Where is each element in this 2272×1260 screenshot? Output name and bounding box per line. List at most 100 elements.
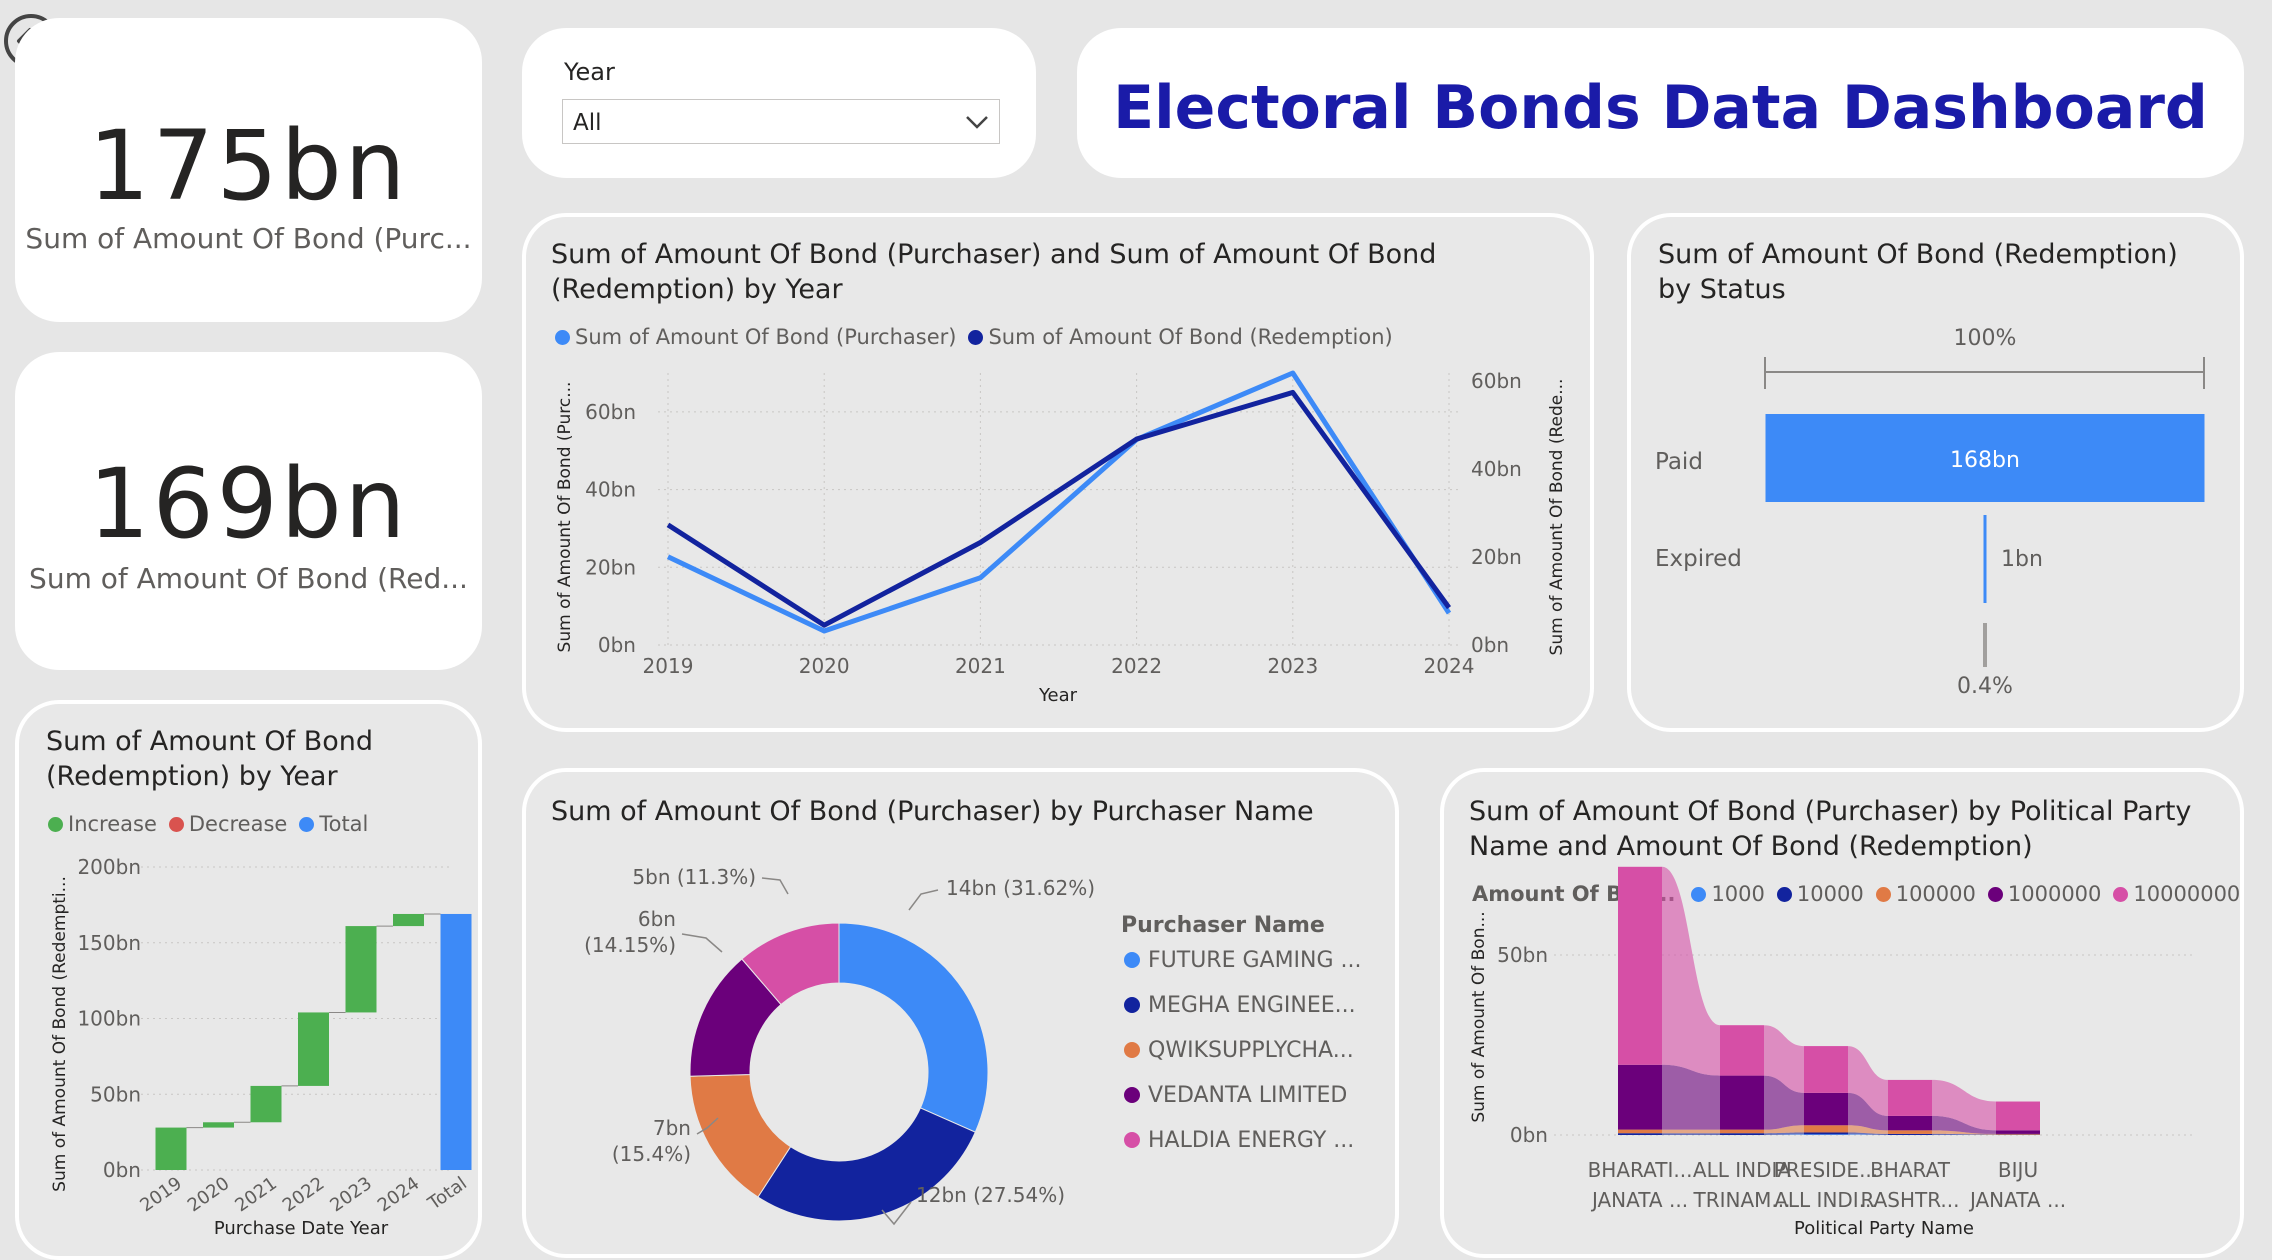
ribbon-bar-4-100000 [1996, 1134, 2040, 1135]
ribbon-bar-2-100000 [1804, 1125, 1848, 1132]
label-leader-line [682, 934, 722, 952]
legend-dot [1124, 1087, 1140, 1103]
x-tick-label: 2021 [231, 1173, 281, 1216]
y-tick-label-left: 60bn [585, 400, 636, 424]
ribbon-bar-3-10000000 [1888, 1080, 1932, 1116]
slice-label-haldia: 5bn (11.3%) [632, 865, 756, 889]
y-tick-label: 100bn [77, 1007, 141, 1031]
x-tick-label: JANATA ... [1590, 1188, 1688, 1212]
x-tick-label: 2024 [374, 1173, 424, 1216]
year-slicer-label: Year [564, 58, 615, 86]
bottom-percent-label: 0.4% [1957, 674, 2013, 699]
legend-dot [1124, 997, 1140, 1013]
slice-label-qwik-value: 7bn [653, 1116, 691, 1140]
waterfall-bar-2021 [251, 1086, 282, 1122]
x-tick-label: 2019 [643, 654, 694, 678]
expired-category-label: Expired [1655, 546, 1742, 572]
legend-label-4: HALDIA ENERGY ... [1148, 1128, 1354, 1153]
ribbon-bar-1-1000000 [1720, 1076, 1764, 1130]
slice-label-qwik-pct: (15.4%) [612, 1142, 691, 1166]
ribbon-bar-2-1000 [1804, 1134, 1848, 1135]
label-leader-line [909, 890, 938, 910]
paid-value-label: 168bn [1950, 448, 2020, 473]
x-tick-label: 2023 [1267, 654, 1318, 678]
status-chart-card: Sum of Amount Of Bond (Redemption) by St… [1627, 213, 2244, 732]
waterfall-chart: 0bn50bn100bn150bn200bn201920202021202220… [19, 704, 478, 1256]
donut-legend-title: Purchaser Name [1121, 913, 1325, 938]
top-percent-label: 100% [1954, 326, 2017, 351]
x-tick-label: 2019 [136, 1173, 186, 1216]
ribbon-chart-card: Sum of Amount Of Bond (Purchaser) by Pol… [1440, 768, 2244, 1258]
year-slicer-dropdown[interactable]: All [562, 99, 1000, 144]
x-tick-label: 2022 [279, 1173, 329, 1216]
waterfall-bar-2022 [298, 1012, 329, 1085]
x-axis-title: Political Party Name [1794, 1218, 1974, 1239]
ribbon-bar-0-10000000 [1618, 867, 1662, 1065]
kpi-purchaser-value: 175bn [15, 110, 482, 222]
y-axis-title: Sum of Amount Of Bon... [1469, 911, 1489, 1122]
legend-label-2: QWIKSUPPLYCHA... [1148, 1038, 1354, 1063]
ribbon-bar-4-1000000 [1996, 1130, 2040, 1134]
legend-dot [1124, 1132, 1140, 1148]
dashboard-title-card: Electoral Bonds Data Dashboard [1077, 28, 2244, 178]
x-tick-label: 2022 [1111, 654, 1162, 678]
y-tick-label: 0bn [103, 1158, 141, 1182]
ribbon-bar-0-10000 [1618, 1133, 1662, 1135]
ribbon-bar-2-10000000 [1804, 1046, 1848, 1093]
ribbon-bar-2-10000 [1804, 1132, 1848, 1134]
kpi-card-redemption: 169bn Sum of Amount Of Bond (Red... [15, 352, 482, 670]
y-tick-label: 0bn [1510, 1123, 1548, 1147]
x-tick-label: 2020 [184, 1173, 234, 1216]
status-chart: 100% 168bn Paid 1bn Expired 0.4% [1631, 217, 2240, 728]
line-chart-card: Sum of Amount Of Bond (Purchaser) and Su… [522, 213, 1594, 732]
year-slicer-card: Year All [522, 28, 1036, 178]
legend-label-1: MEGHA ENGINEE... [1148, 993, 1356, 1018]
x-axis-title: Purchase Date Year [214, 1218, 389, 1239]
y-tick-label-right: 60bn [1471, 369, 1522, 393]
waterfall-bar-2024 [393, 914, 424, 926]
x-tick-label: 2024 [1424, 654, 1475, 678]
y-tick-label: 50bn [90, 1082, 141, 1106]
slice-label-vedanta-pct: (14.15%) [584, 933, 676, 957]
y-tick-label-left: 0bn [598, 633, 636, 657]
ribbon-bar-1-100000 [1720, 1130, 1764, 1134]
kpi-card-purchaser: 175bn Sum of Amount Of Bond (Purc... [15, 18, 482, 322]
y-tick-label-right: 20bn [1471, 545, 1522, 569]
ribbon-band-100000 [1662, 1130, 1720, 1134]
y-tick-label: 200bn [77, 855, 141, 879]
ribbon-bar-1-10000000 [1720, 1025, 1764, 1075]
x-tick-label: BHARAT [1870, 1158, 1951, 1182]
slice-label-future-gaming: 14bn (31.62%) [946, 876, 1095, 900]
ribbon-bar-2-1000000 [1804, 1093, 1848, 1125]
donut-chart: 14bn (31.62%) 12bn (27.54%) 7bn(15.4%) 6bn(… [526, 772, 1395, 1254]
paid-category-label: Paid [1655, 449, 1703, 475]
x-tick-label: 2023 [326, 1173, 376, 1216]
donut-slice-0 [839, 923, 988, 1132]
expired-bar [1984, 515, 1987, 603]
ribbon-bar-3-100000 [1888, 1130, 1932, 1134]
x-axis-title: Year [1038, 685, 1078, 706]
kpi-redemption-value: 169bn [15, 448, 482, 560]
ribbon-bar-3-10000 [1888, 1134, 1932, 1135]
dashboard-title: Electoral Bonds Data Dashboard [1077, 73, 2244, 143]
ribbon-band-10000000 [1662, 867, 1720, 1076]
y-axis-title-left: Sum of Amount Of Bond (Purc... [555, 382, 575, 653]
x-tick-label: 2020 [799, 654, 850, 678]
slice-label-megha: 12bn (27.54%) [916, 1183, 1065, 1207]
donut-chart-card: Sum of Amount Of Bond (Purchaser) by Pur… [522, 768, 1399, 1258]
expired-value-label: 1bn [2001, 547, 2043, 572]
legend-label-3: VEDANTA LIMITED [1148, 1083, 1347, 1108]
y-tick-label: 150bn [77, 931, 141, 955]
slice-label-vedanta-value: 6bn [638, 907, 676, 931]
ribbon-bar-0-100000 [1618, 1130, 1662, 1134]
kpi-redemption-label: Sum of Amount Of Bond (Red... [15, 562, 482, 595]
waterfall-card: Sum of Amount Of Bond (Redemption) by Ye… [15, 700, 482, 1260]
waterfall-bar-2020 [203, 1122, 234, 1127]
legend-dot [1124, 1042, 1140, 1058]
kpi-purchaser-label: Sum of Amount Of Bond (Purc... [15, 222, 482, 255]
x-tick-label: BIJU [1998, 1158, 2038, 1182]
ribbon-bar-4-10000000 [1996, 1102, 2040, 1131]
year-slicer-value: All [573, 110, 602, 136]
x-tick-label: Total [424, 1173, 471, 1215]
